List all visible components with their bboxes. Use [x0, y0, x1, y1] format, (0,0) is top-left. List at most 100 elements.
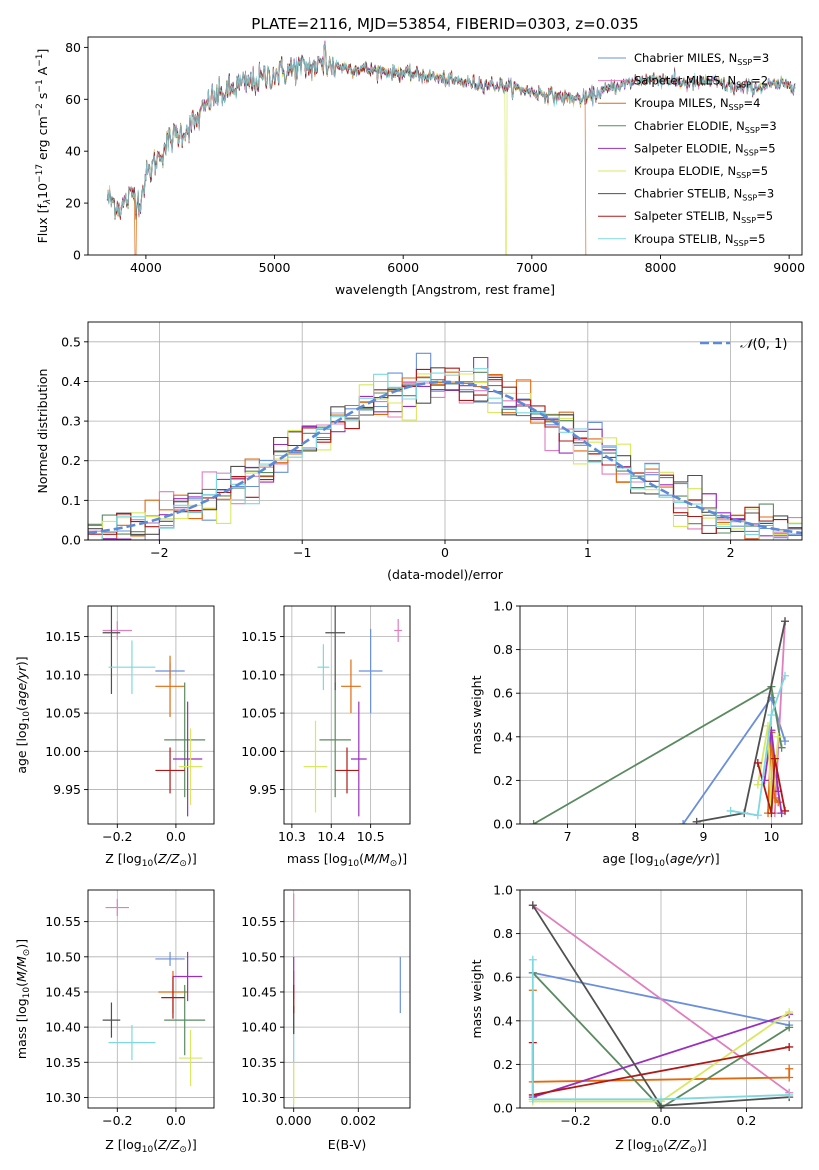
y-tick-label: 10.00: [45, 744, 81, 759]
axes-frame: [283, 605, 411, 825]
y-tick-label: 10.30: [45, 1090, 81, 1105]
y-tick-label: 10.15: [241, 629, 277, 644]
y-axis-label: mass [log10(M/M⊙)]: [14, 939, 32, 1059]
weight-marker: [767, 809, 776, 818]
weight-marker: [785, 1064, 794, 1073]
legend-entry: Chabrier ELODIE, NSSP=3: [634, 119, 777, 135]
plot-area: [528, 901, 794, 1108]
x-axis-label: Z [log10(Z/Z⊙)]: [105, 1137, 196, 1155]
normal-distribution-curve: [88, 380, 802, 535]
axes-frame: [87, 36, 803, 256]
y-tick-label: 10.10: [241, 667, 277, 682]
errorbar-kroupa-miles: [155, 655, 185, 717]
x-axis-label: mass [log10(M/M⊙)]: [287, 851, 407, 869]
legend-entry: Kroupa MILES, NSSP=4: [634, 96, 760, 112]
weight-line-kroupa-elodie: [756, 725, 780, 814]
y-axis-label: Flux [fλ10−17 erg cm−2 s−1 A−1]: [35, 49, 53, 244]
mass-vs-extinction-panel: 0.000 0.002 10.30 10.35 10.40 10.45 10.50 10.55…: [241, 889, 411, 1152]
y-tick-label: 10.15: [45, 629, 81, 644]
weight-line-kroupa-stelib: [531, 959, 790, 1101]
y-tick-label: 40: [65, 144, 81, 159]
errorbar-kroupa-miles: [341, 659, 361, 714]
weight-marker: [774, 798, 783, 807]
axes-frame: [283, 889, 411, 1109]
y-tick-label: 10.55: [241, 914, 277, 929]
y-tick-label: 0.0: [493, 1101, 513, 1116]
weight-line-salpeter-elodie: [532, 1013, 790, 1098]
legend-entry: Kroupa STELIB, NSSP=5: [634, 232, 765, 248]
y-tick-label: 10.30: [241, 1090, 277, 1105]
weight-marker: [753, 780, 762, 789]
weight-marker: [528, 1095, 537, 1104]
weight-marker: [785, 1042, 794, 1051]
errorbar-points: [293, 893, 401, 1105]
y-tick-label: 0: [73, 248, 81, 263]
axes-frame: [87, 889, 215, 1109]
y-tick-label: 10.40: [45, 1020, 81, 1035]
plot-area: [529, 617, 790, 824]
legend-entry: 𝒩(0, 1): [740, 337, 787, 352]
x-tick-label: −2: [150, 545, 168, 560]
legend-entry: Salpeter STELIB, NSSP=5: [634, 209, 773, 225]
x-tick-label: 0.0: [651, 1113, 671, 1128]
mass-vs-metallicity-panel: −0.2 0.0 10.30 10.35 10.40 10.45 10.50 10.55 Z […: [14, 889, 215, 1155]
errorbar-chabrier-miles: [155, 951, 185, 966]
histogram-salpeter-miles: [88, 375, 802, 540]
x-tick-label: 1: [584, 545, 592, 560]
x-axis-label: Z [log10(Z/Z⊙)]: [615, 1137, 706, 1155]
x-tick-label: 0.0: [166, 829, 186, 844]
y-tick-label: 80: [65, 40, 81, 55]
axes-frame: [519, 605, 803, 825]
legend-entry: Kroupa ELODIE, NSSP=5: [634, 164, 768, 180]
y-tick-label: 10.10: [45, 667, 81, 682]
x-tick-label: 10.3: [278, 829, 306, 844]
y-tick-label: 10.55: [45, 914, 81, 929]
weight-line-salpeter-miles: [532, 904, 790, 1094]
x-tick-label: 4000: [130, 260, 162, 275]
errorbar-kroupa-stelib: [108, 640, 156, 694]
x-axis-label: wavelength [Angstrom, rest frame]: [335, 282, 555, 297]
x-tick-label: 6000: [387, 260, 419, 275]
y-tick-label: 10.05: [241, 706, 277, 721]
weight-marker: [781, 737, 790, 746]
weight-marker: [785, 1073, 794, 1082]
y-tick-label: 0.6: [493, 970, 513, 985]
errorbar-points: [303, 606, 403, 817]
age-vs-mass-panel: 10.3 10.4 10.5 9.95 10.00 10.05 10.10 10.15 mass…: [241, 605, 411, 869]
y-axis-label: Normed distribution: [35, 369, 50, 494]
errorbar-chabrier-elodie: [319, 682, 351, 798]
errorbar-salpeter-miles: [105, 899, 130, 917]
weight-line-salpeter-stelib: [756, 758, 786, 814]
x-tick-label: −0.2: [560, 1113, 590, 1128]
weight-marker: [781, 617, 790, 626]
plot-area: [106, 40, 796, 255]
y-tick-label: 10.40: [241, 1020, 277, 1035]
y-tick-label: 10.35: [241, 1055, 277, 1070]
errorbar-chabrier-miles: [358, 628, 383, 714]
axes-frame: [87, 605, 215, 825]
y-tick-label: 0.1: [61, 493, 81, 508]
plot-area: [303, 606, 403, 817]
x-axis-label: age [log10(age/yr)]: [602, 851, 719, 869]
errorbar-salpeter-elodie: [172, 951, 203, 1002]
x-axis-label: (data-model)/error: [387, 567, 504, 582]
x-tick-label: 0.002: [340, 1113, 376, 1128]
age-vs-metallicity-panel: −0.2 0.0 9.95 10.00 10.05 10.10 10.15 Z [log10(…: [14, 605, 215, 869]
x-tick-label: 2: [727, 545, 735, 560]
y-tick-label: 10.05: [45, 706, 81, 721]
spectrum-line-kroupa-stelib: [106, 43, 796, 218]
y-tick-label: 10.45: [241, 984, 277, 999]
y-tick-label: 0.2: [493, 773, 513, 788]
y-tick-label: 9.95: [249, 782, 277, 797]
y-tick-label: 10.45: [45, 984, 81, 999]
plot-area: [293, 893, 401, 1105]
y-tick-label: 0.4: [61, 374, 81, 389]
x-tick-label: 8000: [645, 260, 677, 275]
legend-entry: Chabrier MILES, NSSP=3: [634, 51, 769, 67]
weight-marker: [785, 1023, 794, 1032]
weight-marker: [726, 806, 735, 815]
y-tick-label: 0.0: [493, 817, 513, 832]
y-tick-label: 10.00: [241, 744, 277, 759]
x-tick-label: 10: [763, 829, 779, 844]
